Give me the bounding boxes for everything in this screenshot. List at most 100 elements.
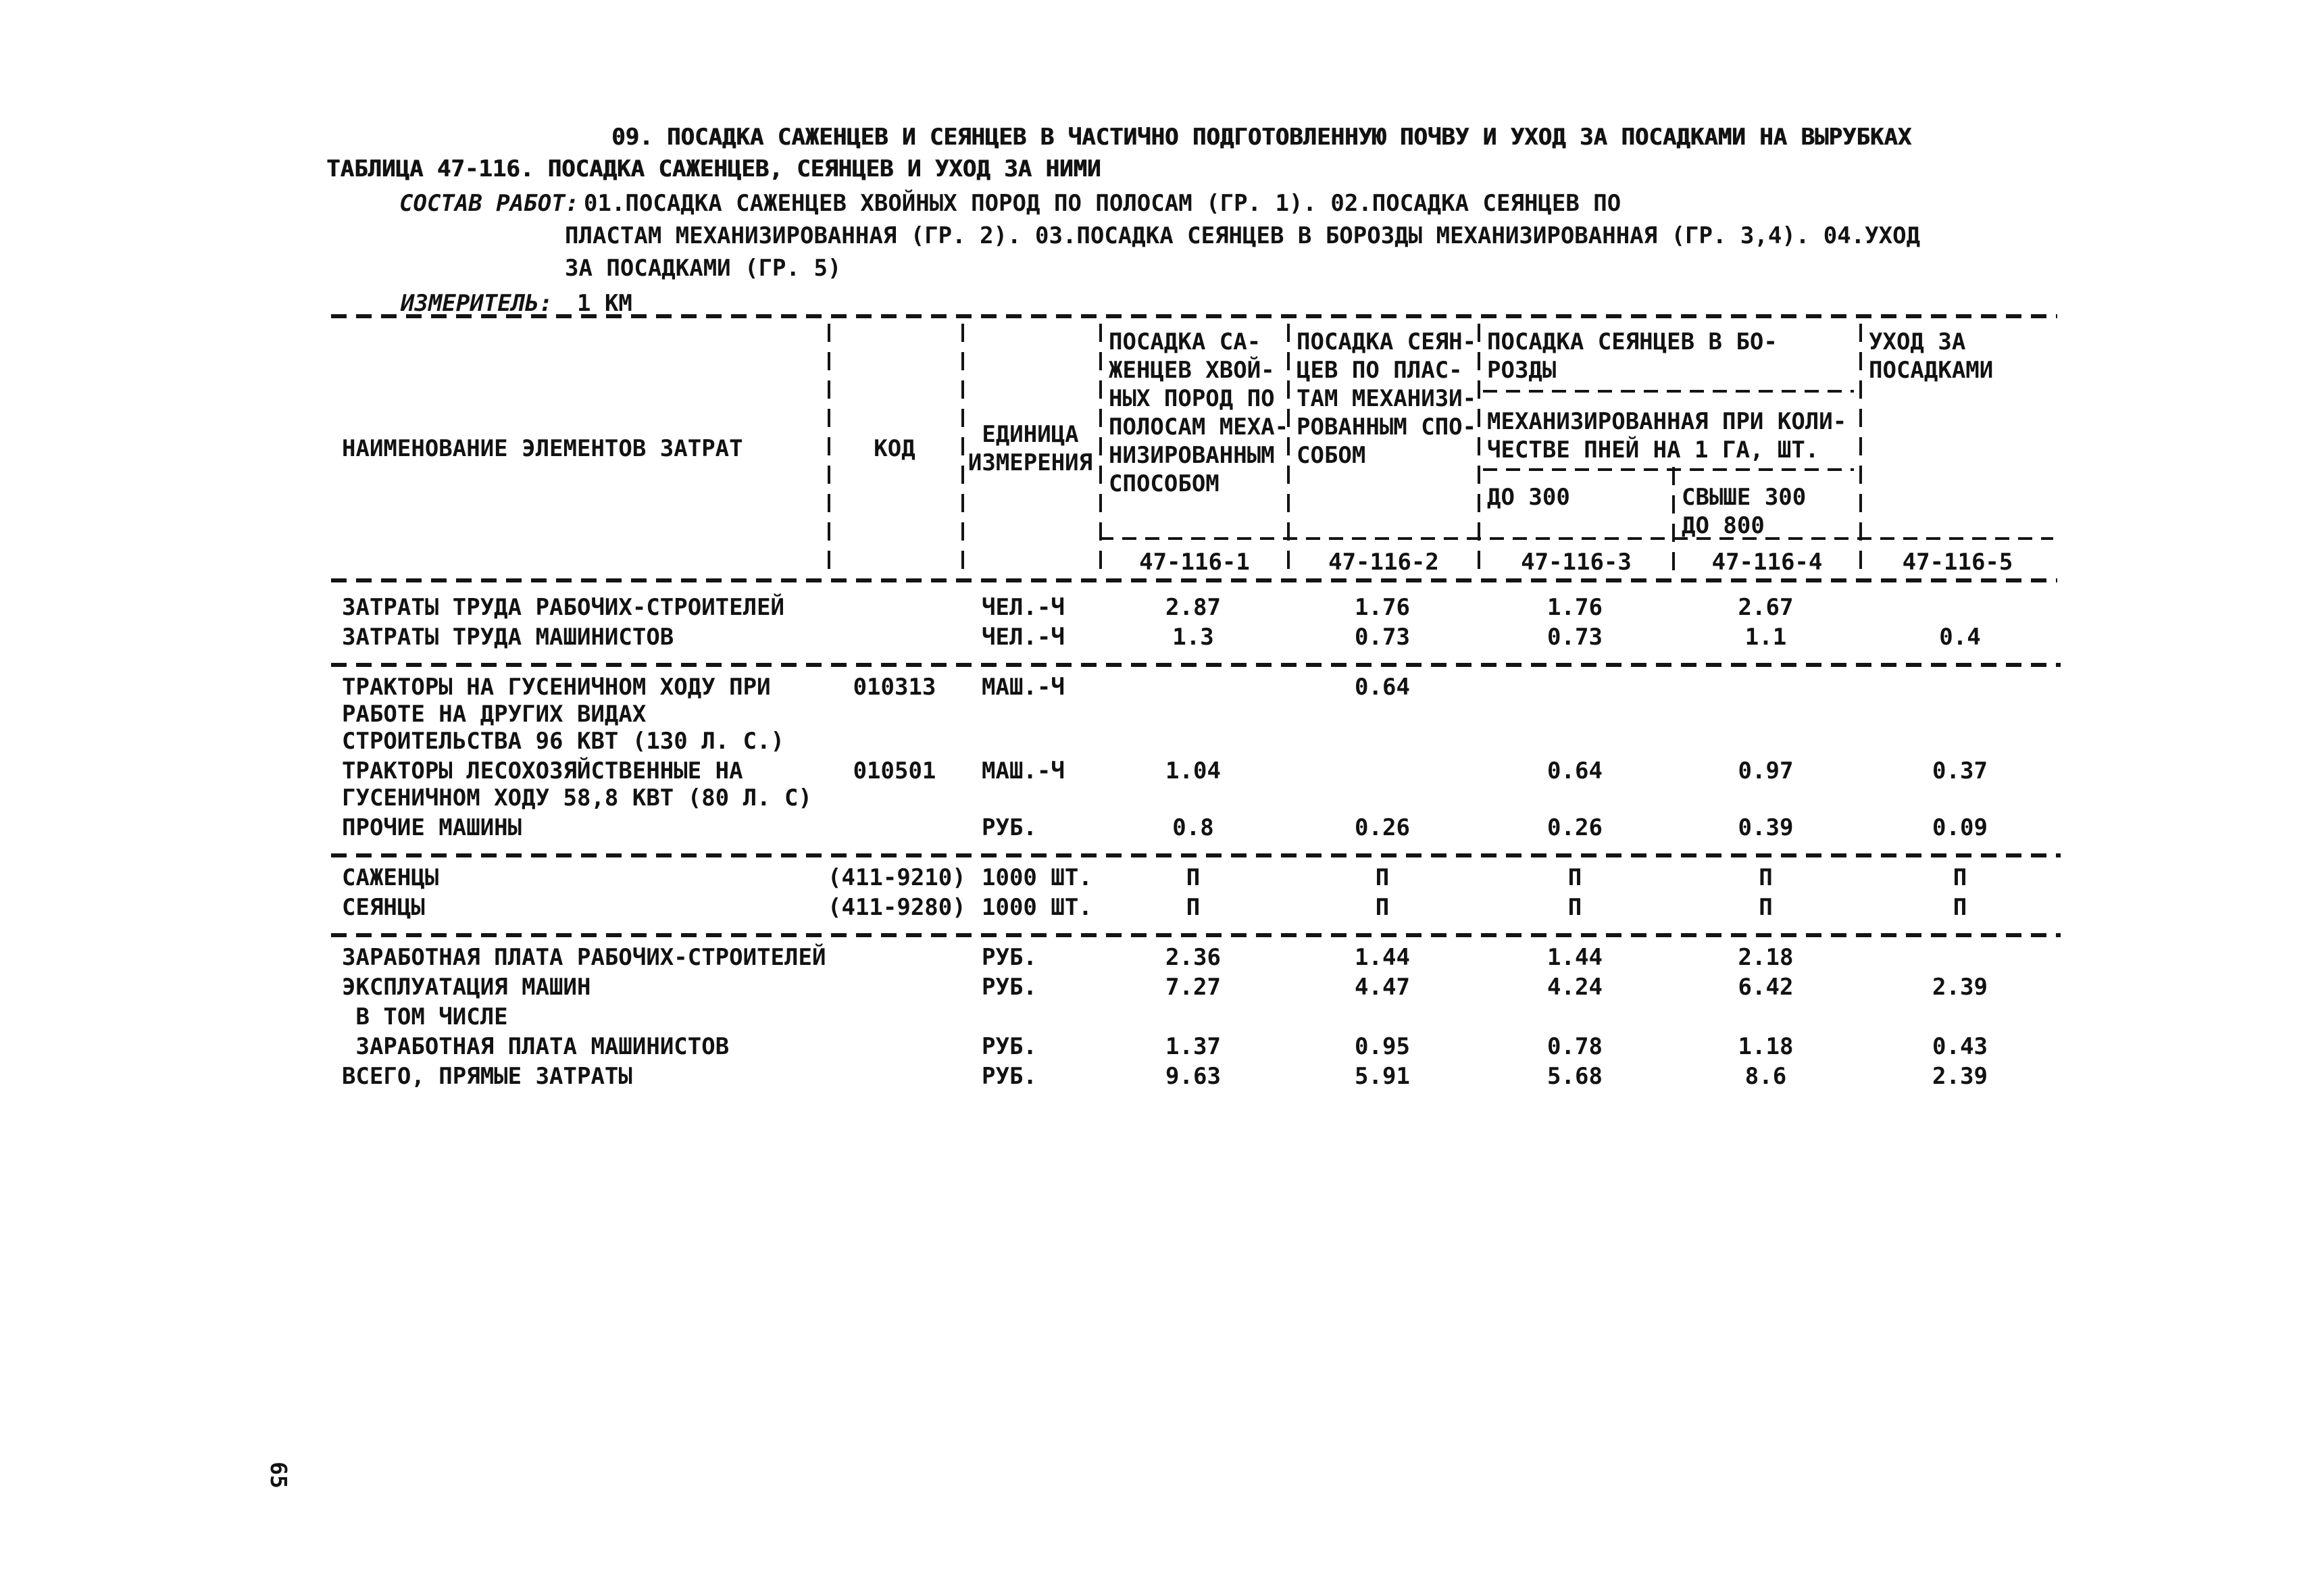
row-unit: РУБ. xyxy=(982,1063,1037,1090)
row-value xyxy=(1099,1003,1287,1030)
row-unit: 1000 ШТ. xyxy=(982,864,1092,891)
row-unit: РУБ. xyxy=(982,974,1037,1001)
row-value: 9.63 xyxy=(1165,1063,1221,1090)
row-unit: ЧЕЛ.-Ч xyxy=(982,594,1065,621)
row-name: ЗАТРАТЫ ТРУДА РАБОЧИХ-СТРОИТЕЛЕЙ xyxy=(342,594,785,621)
row-code xyxy=(828,814,961,841)
row-value: П xyxy=(1759,864,1773,891)
table-row: ПРОЧИЕ МАШИНЫ РУБ. 0.8 0.26 0.26 0.39 0.… xyxy=(331,814,2061,841)
row-value xyxy=(1287,757,1478,812)
row-unit: ЧЕЛ.-Ч xyxy=(982,624,1065,651)
row-value: П xyxy=(1186,864,1201,891)
row-value: 2.39 xyxy=(1932,1063,1988,1090)
table-top-rule xyxy=(331,314,2057,318)
row-value: П xyxy=(1375,894,1390,921)
row-unit xyxy=(961,1003,1099,1030)
vline-col2-group34 xyxy=(1478,324,1480,578)
norm-code-3: 47-116-3 xyxy=(1521,549,1632,576)
row-unit: МАШ.-Ч xyxy=(982,757,1065,784)
row-unit: МАШ.-Ч xyxy=(982,674,1065,701)
row-value: П xyxy=(1567,894,1582,921)
header-bottom-rule xyxy=(331,578,2057,582)
row-name: ТРАКТОРЫ ЛЕСОХОЗЯЙСТВЕННЫЕ НА ГУСЕНИЧНОМ… xyxy=(342,757,812,812)
row-value: 0.78 xyxy=(1547,1033,1603,1060)
row-value: 1.1 xyxy=(1744,624,1787,651)
header-group2: ПОСАДКА СЕЯН- ЦЕВ ПО ПЛАС- ТАМ МЕХАНИЗИ-… xyxy=(1297,328,1477,469)
vline-unit-col1 xyxy=(1099,324,1102,578)
row-value: 0.64 xyxy=(1355,674,1410,701)
section-title: 09. ПОСАДКА САЖЕНЦЕВ И СЕЯНЦЕВ В ЧАСТИЧН… xyxy=(611,124,1912,151)
group-separator-rule xyxy=(331,933,2061,937)
group34-inner-rule-1 xyxy=(1483,390,1854,393)
row-name: ЭКСПЛУАТАЦИЯ МАШИН xyxy=(342,974,591,1001)
row-value xyxy=(1478,674,1672,755)
row-code xyxy=(828,1033,961,1060)
row-value: 0.26 xyxy=(1355,814,1410,841)
row-code xyxy=(828,624,961,651)
vline-code-unit xyxy=(961,324,964,578)
table-row: ВСЕГО, ПРЯМЫЕ ЗАТРАТЫ РУБ. 9.63 5.91 5.6… xyxy=(331,1063,2061,1090)
row-unit: РУБ. xyxy=(982,1033,1037,1060)
row-value xyxy=(1478,1003,1672,1030)
row-value: 1.44 xyxy=(1547,944,1603,971)
row-group: САЖЕНЦЫ (411-9210) 1000 ШТ. П П П П П СЕ… xyxy=(331,857,2061,933)
row-name: ЗАРАБОТНАЯ ПЛАТА МАШИНИСТОВ xyxy=(342,1033,730,1060)
header-code: КОД xyxy=(874,434,915,462)
row-code xyxy=(828,1003,961,1030)
row-value: П xyxy=(1375,864,1390,891)
table-row: В ТОМ ЧИСЛЕ xyxy=(331,1003,2061,1030)
header-group3: ДО 300 xyxy=(1487,484,1570,511)
row-value xyxy=(1672,1003,1859,1030)
row-value: 1.04 xyxy=(1165,757,1221,784)
work-scope-line-3: ЗА ПОСАДКАМИ (ГР. 5) xyxy=(565,255,842,282)
row-value xyxy=(1859,674,2061,755)
group34-inner-rule-2 xyxy=(1483,468,1854,471)
row-value xyxy=(1859,1003,2061,1030)
row-code xyxy=(828,944,961,971)
row-value xyxy=(1859,944,2061,971)
row-code: 010313 xyxy=(853,674,936,701)
header-group34-title: ПОСАДКА СЕЯНЦЕВ В БО- РОЗДЫ xyxy=(1487,328,1778,384)
row-value: 1.3 xyxy=(1172,624,1214,651)
row-value: 2.18 xyxy=(1738,944,1794,971)
work-scope-label: СОСТАВ РАБОТ: xyxy=(399,190,580,217)
row-value: 0.26 xyxy=(1547,814,1603,841)
table-row: ЗАРАБОТНАЯ ПЛАТА МАШИНИСТОВ РУБ. 1.37 0.… xyxy=(331,1033,2061,1060)
row-value: П xyxy=(1759,894,1773,921)
table-row: ЗАТРАТЫ ТРУДА РАБОЧИХ-СТРОИТЕЛЕЙ ЧЕЛ.-Ч … xyxy=(331,594,2061,621)
row-group: ЗАТРАТЫ ТРУДА РАБОЧИХ-СТРОИТЕЛЕЙ ЧЕЛ.-Ч … xyxy=(331,587,2061,663)
norm-code-1: 47-116-1 xyxy=(1139,549,1250,576)
row-group: ЗАРАБОТНАЯ ПЛАТА РАБОЧИХ-СТРОИТЕЛЕЙ РУБ.… xyxy=(331,937,2061,1102)
header-group34-condition: МЕХАНИЗИРОВАННАЯ ПРИ КОЛИ- ЧЕСТВЕ ПНЕЙ Н… xyxy=(1487,408,1847,464)
work-scope-line-1: 01.ПОСАДКА САЖЕНЦЕВ ХВОЙНЫХ ПОРОД ПО ПОЛ… xyxy=(584,190,1621,217)
row-value: 0.37 xyxy=(1932,757,1988,784)
row-name: САЖЕНЦЫ xyxy=(342,864,439,891)
norm-code-2: 47-116-2 xyxy=(1328,549,1439,576)
row-value: 2.67 xyxy=(1738,594,1794,621)
row-value xyxy=(1287,1003,1478,1030)
row-value: 0.73 xyxy=(1547,624,1603,651)
group-separator-rule xyxy=(331,663,2061,667)
row-name: ЗАТРАТЫ ТРУДА МАШИНИСТОВ xyxy=(342,624,674,651)
page-number: 65 xyxy=(266,1462,293,1489)
norm-code-4: 47-116-4 xyxy=(1711,549,1823,576)
vline-col1-col2 xyxy=(1287,324,1290,578)
table-row: ЗАРАБОТНАЯ ПЛАТА РАБОЧИХ-СТРОИТЕЛЕЙ РУБ.… xyxy=(331,944,2061,971)
row-name: ЗАРАБОТНАЯ ПЛАТА РАБОЧИХ-СТРОИТЕЛЕЙ xyxy=(342,944,826,971)
table-row: ТРАКТОРЫ НА ГУСЕНИЧНОМ ХОДУ ПРИ РАБОТЕ Н… xyxy=(331,674,2061,755)
row-unit: 1000 ШТ. xyxy=(982,894,1092,921)
row-value xyxy=(1672,674,1859,755)
row-value: 0.73 xyxy=(1355,624,1410,651)
row-value: 2.39 xyxy=(1932,974,1988,1001)
row-value: 1.76 xyxy=(1355,594,1410,621)
table-row: ЭКСПЛУАТАЦИЯ МАШИН РУБ. 7.27 4.47 4.24 6… xyxy=(331,974,2061,1001)
header-group4: СВЫШЕ 300 ДО 800 xyxy=(1682,484,1807,539)
work-scope-line-2: ПЛАСТАМ МЕХАНИЗИРОВАННАЯ (ГР. 2). 03.ПОС… xyxy=(565,222,1921,249)
measure-label: ИЗМЕРИТЕЛЬ: xyxy=(401,290,553,317)
row-value: П xyxy=(1567,864,1582,891)
row-value: 4.47 xyxy=(1355,974,1410,1001)
row-group: ТРАКТОРЫ НА ГУСЕНИЧНОМ ХОДУ ПРИ РАБОТЕ Н… xyxy=(331,667,2061,853)
row-value: 0.97 xyxy=(1738,757,1794,784)
header-group5: УХОД ЗА ПОСАДКАМИ xyxy=(1869,328,1994,384)
